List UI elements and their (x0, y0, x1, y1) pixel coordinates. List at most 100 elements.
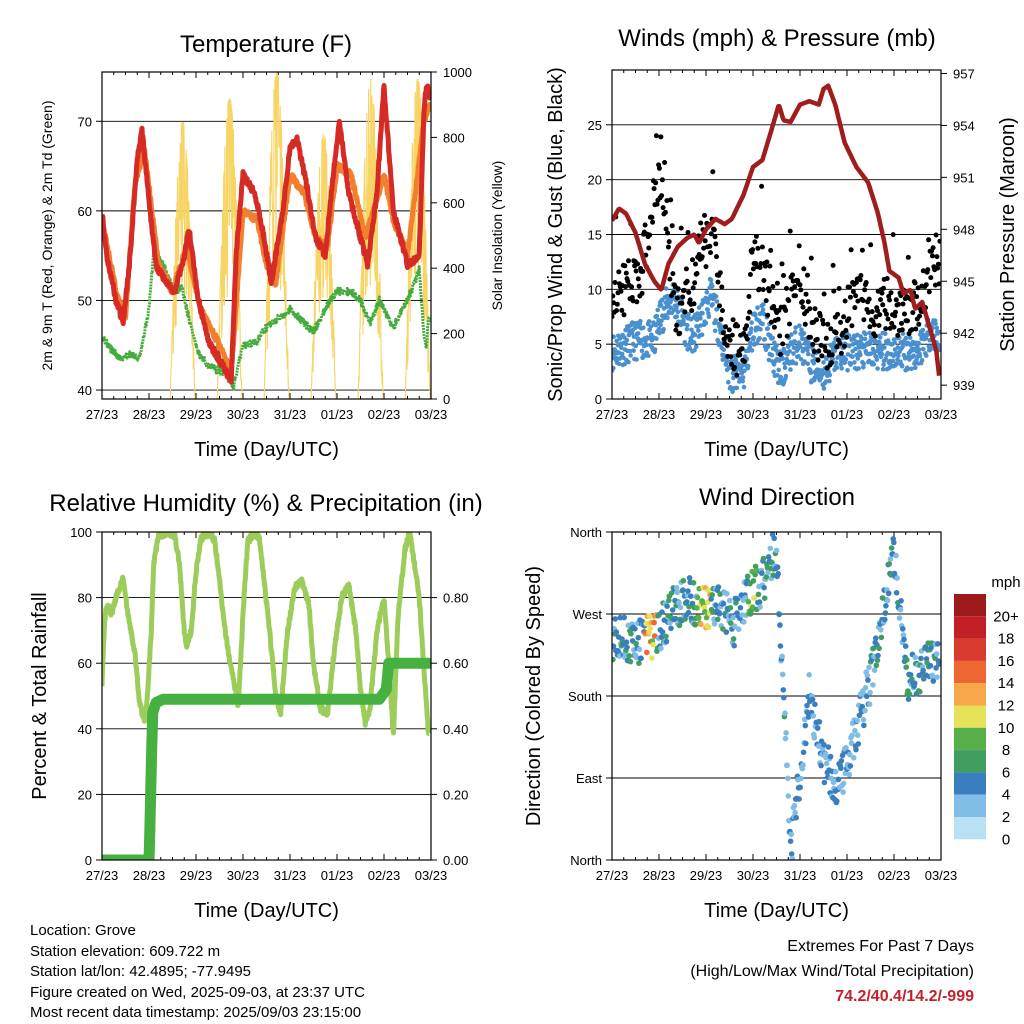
direction-point (863, 693, 870, 700)
wind-point (792, 330, 798, 335)
gust-point (689, 308, 695, 314)
direction-point (628, 630, 634, 637)
gust-point (852, 305, 858, 311)
direction-point (684, 599, 690, 605)
direction-point (658, 634, 665, 640)
wind-point (776, 367, 781, 373)
x-axis-label: Time (Day/UTC) (194, 900, 339, 922)
direction-point (798, 775, 804, 782)
gust-point (846, 316, 852, 322)
wind-point (668, 305, 674, 311)
direction-point (612, 656, 616, 663)
gust-point (619, 307, 625, 313)
direction-point (775, 570, 781, 577)
gust-point (829, 352, 835, 358)
chart-title: Relative Humidity (%) & Precipitation (i… (49, 490, 482, 517)
plot-area (612, 83, 941, 395)
wind-point (718, 341, 724, 346)
colorbar-swatch (954, 616, 986, 639)
wind-point (796, 354, 801, 359)
gust-point (759, 244, 765, 250)
gust-point (629, 284, 635, 290)
wind-point (705, 307, 710, 313)
gust-point (702, 238, 708, 244)
gust-point (905, 318, 910, 324)
direction-point (821, 779, 828, 786)
direction-point (765, 569, 771, 576)
gust-point (708, 250, 713, 256)
colorbar-swatch (954, 705, 986, 728)
colorbar-swatch (954, 817, 986, 840)
direction-point (789, 855, 796, 860)
gust-point (614, 301, 620, 307)
wind-point (786, 344, 791, 349)
wind-point (765, 344, 771, 349)
gust-point (857, 277, 863, 283)
gust-point (835, 311, 841, 317)
wind-point (793, 325, 798, 330)
direction-point (873, 635, 879, 641)
gust-point (807, 306, 813, 312)
direction-point (638, 655, 644, 662)
direction-point (755, 591, 762, 598)
wind-point (847, 343, 852, 349)
direction-point (709, 592, 715, 598)
x-tick-label: 02/23 (368, 868, 401, 883)
x-tick-label: 29/23 (180, 868, 213, 883)
wind-point (899, 363, 905, 369)
direction-point (800, 749, 807, 756)
direction-point (677, 604, 684, 611)
direction-point (855, 741, 862, 747)
x-tick-label: 02/23 (878, 407, 911, 422)
wind-point (748, 326, 754, 332)
gust-point (656, 165, 662, 171)
direction-point (623, 639, 630, 645)
direction-point (882, 616, 888, 623)
direction-point (804, 702, 810, 709)
direction-point (782, 735, 789, 742)
wind-point (802, 359, 807, 364)
gust-point (677, 330, 683, 336)
colorbar-swatch (954, 660, 986, 684)
wind-point (696, 305, 702, 310)
direction-point (882, 610, 889, 616)
direction-point (918, 655, 924, 662)
gust-point (633, 268, 639, 274)
wind-point (761, 311, 767, 317)
wind-point (658, 322, 663, 328)
direction-point (893, 590, 900, 596)
chart-title: Winds (mph) & Pressure (mb) (618, 25, 935, 52)
gust-point (612, 314, 615, 320)
colorbar-swatch (954, 772, 986, 795)
y-right-tick-label: 0.60 (443, 656, 468, 671)
wind-point (740, 378, 745, 384)
wind-point (692, 332, 698, 338)
humidity-line (102, 532, 431, 736)
gust-point (659, 177, 665, 183)
direction-point (627, 658, 634, 665)
direction-point (763, 574, 770, 580)
direction-point (617, 614, 624, 621)
gust-point (796, 243, 802, 249)
location-text: Location: Grove (30, 922, 136, 939)
colorbar-label: 18 (998, 631, 1015, 648)
direction-point (888, 545, 895, 551)
direction-point (767, 545, 774, 552)
gust-point (860, 298, 866, 304)
direction-point (756, 599, 763, 605)
wind-point (883, 356, 888, 362)
gust-point (800, 304, 806, 310)
wind-point (859, 341, 864, 346)
direction-point (698, 621, 704, 628)
gust-point (623, 284, 628, 290)
gust-point (775, 316, 781, 322)
direction-point (730, 636, 737, 642)
direction-point (886, 561, 893, 567)
direction-point (832, 768, 839, 775)
direction-point (632, 626, 638, 632)
wind-point (937, 329, 941, 335)
wind-point (823, 379, 829, 384)
gust-point (746, 294, 752, 299)
gust-point (893, 309, 898, 315)
wind-point (890, 358, 896, 364)
